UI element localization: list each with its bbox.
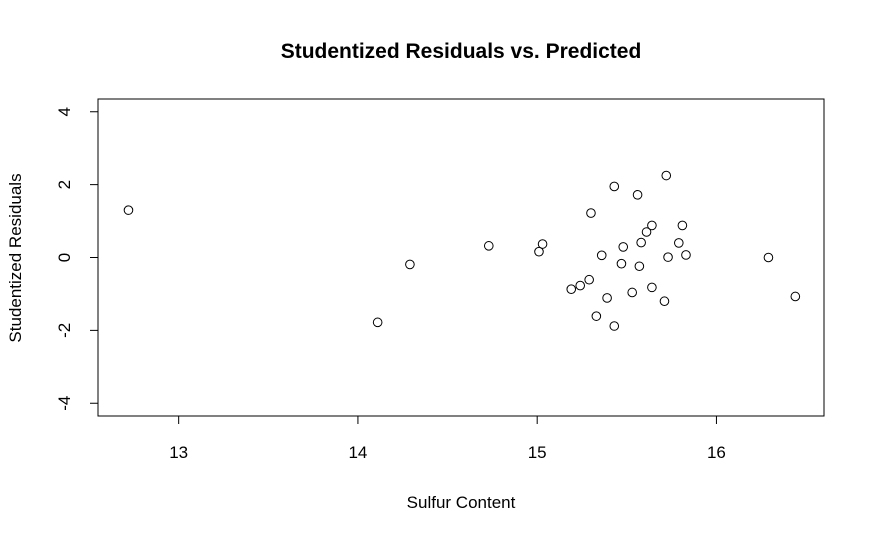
data-point [632, 190, 643, 200]
y-axis: -4 -2 0 2 4 [55, 107, 99, 411]
data-point [609, 321, 620, 331]
data-points [123, 170, 801, 331]
x-tick-label: 16 [707, 443, 726, 462]
y-tick-label: 4 [55, 107, 74, 116]
data-point [641, 227, 652, 237]
data-point [636, 237, 646, 248]
data-point [661, 170, 672, 181]
y-axis-label: Studentized Residuals [6, 173, 25, 342]
data-point [586, 208, 596, 218]
data-point [405, 259, 415, 270]
data-point [627, 287, 637, 298]
data-point [596, 250, 607, 261]
data-point [659, 296, 670, 307]
data-point [634, 261, 645, 272]
data-point [618, 242, 629, 252]
y-tick-label: 0 [55, 253, 74, 262]
data-point [602, 293, 612, 303]
data-point [647, 282, 657, 293]
data-point [575, 280, 586, 291]
data-point [123, 205, 134, 215]
data-point [566, 284, 577, 295]
data-point [663, 252, 673, 262]
data-point [537, 239, 548, 249]
y-tick-label: -2 [55, 323, 74, 338]
data-point [534, 246, 544, 257]
data-point [483, 241, 494, 251]
x-axis-label: Sulfur Content [407, 493, 516, 512]
x-tick-label: 14 [348, 443, 367, 462]
y-tick-label: 2 [55, 180, 74, 189]
data-point [681, 250, 691, 260]
plot-frame [97, 98, 825, 417]
x-tick-label: 13 [169, 443, 188, 462]
data-point [790, 291, 801, 302]
data-point [591, 311, 602, 321]
data-point [372, 317, 383, 328]
chart-title: Studentized Residuals vs. Predicted [281, 40, 642, 63]
data-point [584, 274, 594, 285]
x-tick-label: 15 [528, 443, 547, 462]
data-point [677, 220, 688, 231]
data-point [674, 238, 684, 248]
y-tick-label: -4 [55, 396, 74, 411]
data-point [647, 220, 657, 231]
data-point [763, 252, 774, 263]
data-point [616, 258, 627, 269]
data-point [609, 181, 620, 192]
x-axis: 13 14 15 16 [169, 415, 726, 462]
